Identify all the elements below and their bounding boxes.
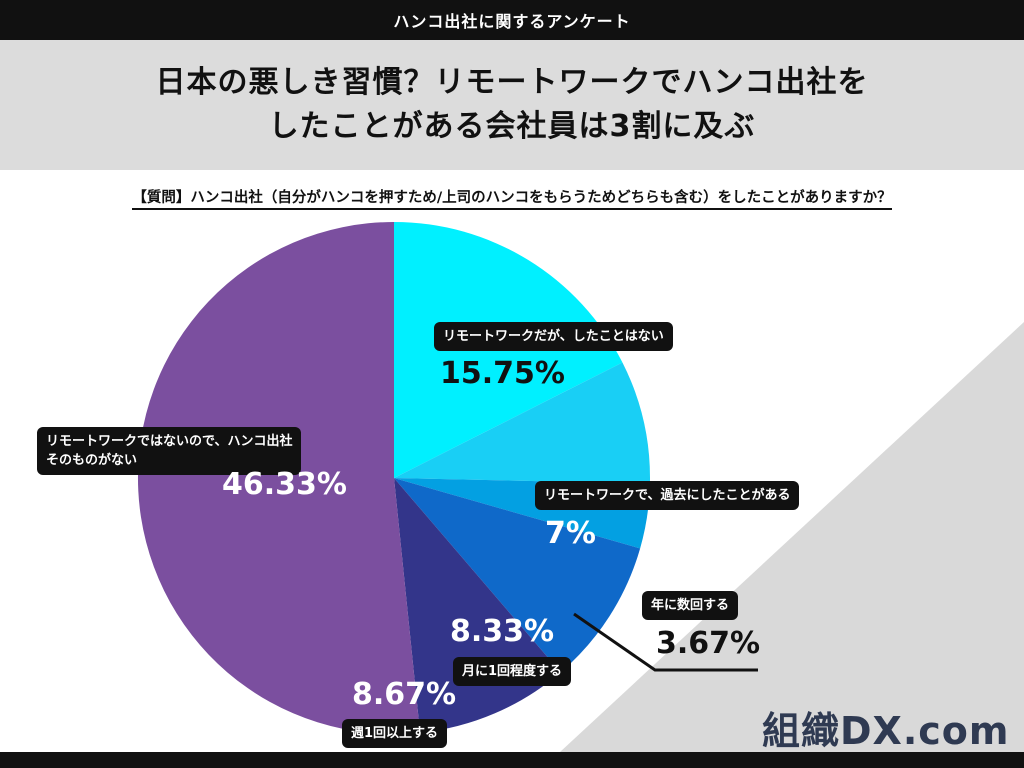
question-label: 【質問】ハンコ出社（自分がハンコを押すため/上司のハンコをもらうためどちらも含む… <box>132 190 892 210</box>
slice-value-past: 7% <box>545 516 596 551</box>
slice-label-weekly: 週1回以上する <box>342 719 448 748</box>
corner-triangle <box>560 322 1024 752</box>
survey-header-label: ハンコ出社に関するアンケート <box>393 12 631 31</box>
page-title-line-1: 日本の悪しき習慣？リモートワークでハンコ出社を <box>155 65 869 100</box>
slice-value-weekly: 8.67% <box>352 677 457 712</box>
slice-value-yearly: 3.67% <box>656 626 761 661</box>
slice-label-monthly: 月に1回程度する <box>453 657 572 686</box>
slice-value-no-hanko: 46.33% <box>222 467 347 502</box>
site-logo: 組織DX.com <box>762 709 1010 753</box>
leader-line-yearly <box>573 612 758 672</box>
slice-label-yearly: 年に数回する <box>642 591 739 620</box>
slice-label-no-hanko: リモートワークではないので、ハンコ出社 そのものがない <box>37 427 302 475</box>
slice-label-no-hanko-line-2: そのものがない <box>46 453 138 468</box>
pie-slice-5 <box>137 221 421 734</box>
question-text: 【質問】ハンコ出社（自分がハンコを押すため/上司のハンコをもらうためどちらも含む… <box>0 186 1024 210</box>
slice-value-never: 15.75% <box>440 356 565 391</box>
pie-slice-3 <box>394 478 641 673</box>
pie-slice-1 <box>394 362 651 484</box>
slice-label-never: リモートワークだが、したことはない <box>434 322 673 351</box>
bottom-bar <box>0 752 1024 768</box>
slice-label-past: リモートワークで、過去にしたことがある <box>535 481 800 510</box>
slice-label-no-hanko-line-1: リモートワークではないので、ハンコ出社 <box>46 434 293 449</box>
survey-header-bar: ハンコ出社に関するアンケート <box>0 0 1024 40</box>
page-title-line-2: したことがある会社員は3割に及ぶ <box>268 109 756 144</box>
title-band: 日本の悪しき習慣？リモートワークでハンコ出社を したことがある会社員は3割に及ぶ <box>0 40 1024 170</box>
slice-value-monthly: 8.33% <box>450 614 555 649</box>
pie-slices <box>137 221 651 734</box>
